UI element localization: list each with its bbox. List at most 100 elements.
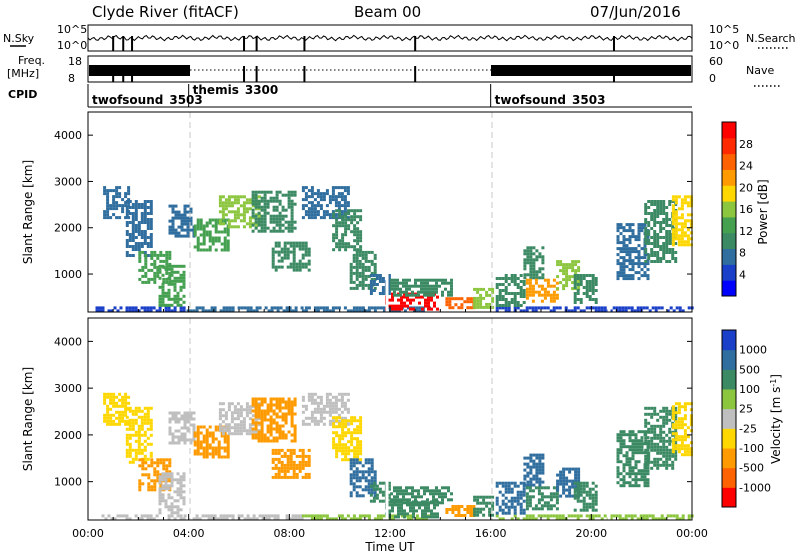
cpid-segment-2: twofsound 3503 [495,93,606,107]
power-cbar-swatch-7 [722,169,736,186]
data-patch-2 [301,514,431,521]
velocity-cbar-swatch-5 [722,389,736,410]
velocity-ytick-label-0: 1000 [54,476,82,489]
noise-panel: N.Sky 10^5 10^0 10^5 10^0 N.Search [3,23,796,52]
power-cbar-tick-2: 12 [739,225,753,238]
velocity-cbar-tick-0: -1000 [739,481,771,494]
time-tick-label-4: 16:00 [475,527,507,540]
beam-title: Beam 00 [354,3,421,21]
data-patch-22 [523,453,545,487]
power-cbar-swatch-4 [722,216,736,234]
velocity-cbar-swatch-0 [722,487,736,508]
noise-right-tick-top: 10^5 [709,23,739,36]
cpid-segment-name-2: twofsound [495,93,566,107]
data-patch-27 [644,406,678,470]
data-patch-20 [473,495,495,517]
data-patch-7 [158,264,186,307]
date-title: 07/Jun/2016 [590,3,681,21]
power-patches [95,186,694,313]
freq-block-1 [89,65,190,76]
data-patch-6 [138,250,172,284]
time-tick-label-3: 12:00 [374,527,406,540]
velocity-y-axis: 1000 2000 3000 4000 [54,335,692,489]
data-patch-18 [390,278,453,297]
nsky-label: N.Sky [3,32,35,45]
power-panel: 1000 2000 3000 4000 Slant Range [km] 4 8 12 16… [21,111,770,313]
velocity-cbar-swatch-8 [722,330,736,351]
time-axis-label: Time UT [364,540,415,554]
power-ytick-label-1: 2000 [54,222,82,235]
power-cbar-swatch-3 [722,232,736,250]
noise-right-tick-bottom: 10^0 [709,39,739,52]
cpid-segment-id-0: 3503 [169,93,202,107]
power-cbar-tick-5: 24 [739,160,753,173]
data-patch-26 [616,430,650,488]
power-cbar-swatch-0 [722,280,736,297]
data-patch-21 [495,274,526,307]
velocity-cbar-swatch-2 [722,448,736,469]
time-tick-label-6: 00:00 [676,527,708,540]
power-cbar-tick-6: 28 [739,138,753,151]
time-tick-label-5: 20:00 [575,527,607,540]
data-patch-0 [101,514,186,521]
data-patch-3 [495,306,694,313]
velocity-cbar-frame [721,329,737,508]
power-cbar-frame [721,121,737,297]
data-patch-1 [183,514,304,521]
data-patch-18 [390,486,453,505]
frequency-panel: Freq. [MHz] 18 8 60 0 Nave [7,54,780,87]
cpid-label: CPID [8,88,37,101]
data-patch-19 [445,297,476,310]
data-patch-1 [186,306,304,313]
velocity-cbar-label: Velocity [m s-1] [769,374,783,464]
velocity-ytick-label-1: 2000 [54,429,82,442]
data-patch-25 [573,481,598,512]
velocity-cbar-swatch-1 [722,467,736,488]
velocity-cbar-label-sup: -1 [769,379,778,387]
noise-sky-trace [87,34,693,42]
data-patch-8 [168,411,196,445]
freq-units: [MHz] [7,67,39,80]
data-patch-14 [332,209,363,252]
data-patch-13 [301,186,350,220]
cpid-segment-id-1: 3300 [245,83,278,97]
velocity-panel: 1000 2000 3000 4000 00:00 04:00 08:00 12:00 16:… [21,317,783,554]
velocity-x-axis: 00:00 04:00 08:00 12:00 16:00 20:00 00:00 [72,514,708,540]
velocity-cbar-swatch-6 [722,369,736,390]
power-cbar-swatch-5 [722,201,736,218]
noise-left-tick-top: 10^5 [57,23,87,36]
data-patch-7 [158,472,186,515]
power-cbar-swatch-2 [722,248,736,265]
power-cbar-tick-3: 16 [739,203,753,216]
data-patch-10 [218,195,261,229]
freq-left-tick-bottom: 8 [68,72,75,85]
data-patch-21 [495,481,526,515]
cpid-segment-1: themis 3300 [193,83,279,97]
velocity-ytick-label-3: 4000 [54,335,82,348]
data-patch-11 [251,397,297,443]
freq-block-2 [491,65,691,76]
power-cbar-swatch-1 [722,264,736,281]
cpid-segment-name-0: twofsound [92,93,163,107]
power-cbar-swatch-6 [722,185,736,202]
power-x-ticks [87,306,693,312]
data-patch-8 [168,204,196,238]
data-patch-15 [349,250,377,290]
velocity-cbar-swatch-4 [722,408,736,429]
data-patch-28 [671,195,693,247]
data-patch-5 [125,406,153,464]
data-patch-3 [495,514,694,521]
velocity-patches [101,392,694,521]
power-cbar-tick-0: 4 [739,268,746,281]
velocity-cbar-tick-7: 1000 [739,344,767,357]
velocity-cbar-label-end: ] [769,374,783,379]
velocity-cbar-tick-1: -500 [739,462,764,475]
power-cbar-tick-4: 20 [739,181,753,194]
velocity-cbar-label-main: Velocity [m s [769,387,783,464]
power-ytick-label-0: 1000 [54,268,82,281]
power-ylabel: Slant Range [km] [21,160,35,264]
power-ytick-label-2: 3000 [54,175,82,188]
frequency-panel-frame [87,55,693,83]
